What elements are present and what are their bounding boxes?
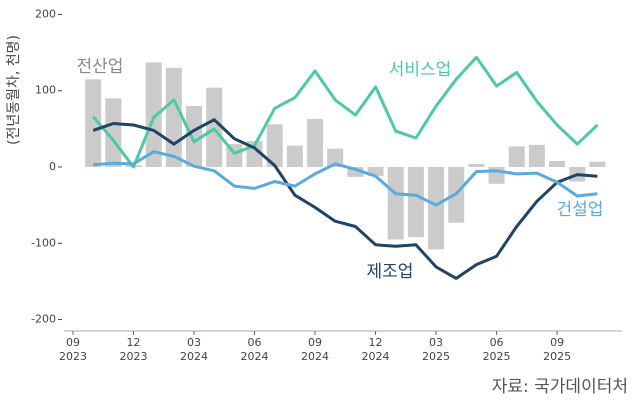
x-tick-label: 2025: [422, 350, 450, 363]
bar: [428, 167, 445, 250]
bar: [186, 105, 203, 167]
bar: [165, 67, 182, 167]
series-label: 전산업: [77, 57, 124, 77]
y-axis-label: (전년동월차, 천명): [6, 35, 22, 145]
source: 자료: 국가데이터처: [492, 377, 628, 397]
x-tick-label: 09: [66, 336, 80, 349]
bar: [528, 144, 545, 167]
x-tick-label: 12: [369, 336, 383, 349]
y-tick-label: 200: [35, 7, 56, 20]
bar: [549, 160, 566, 167]
line: [92, 55, 599, 169]
x-tick-label: 03: [187, 336, 201, 349]
x-tick-label: 2025: [483, 350, 511, 363]
bar: [145, 62, 162, 167]
x-tick-label: 2024: [362, 350, 390, 363]
y-tick-label: -200: [31, 313, 56, 326]
bar: [105, 98, 122, 167]
series-label: 제조업: [367, 262, 414, 282]
x-tick-label: 03: [429, 336, 443, 349]
series-label: 건설업: [557, 200, 604, 220]
bar: [347, 167, 364, 177]
line: [93, 150, 598, 207]
bar: [468, 163, 485, 167]
x-tick-label: 09: [308, 336, 322, 349]
x-tick-label: 2023: [120, 350, 148, 363]
bar: [206, 87, 223, 167]
bar: [85, 79, 102, 167]
y-tick-label: 0: [49, 160, 56, 173]
x-tick-label: 12: [127, 336, 141, 349]
x-tick-label: 2024: [180, 350, 208, 363]
y-tick-label: 100: [35, 84, 56, 97]
bar: [286, 145, 303, 167]
x-tick-label: 09: [550, 336, 564, 349]
x-tick-label: 2024: [301, 350, 329, 363]
x-tick-label: 06: [490, 336, 504, 349]
bar: [508, 146, 525, 167]
bar: [307, 118, 324, 167]
x-tick-label: 2025: [543, 350, 571, 363]
bar: [266, 124, 283, 167]
bar: [327, 148, 344, 167]
bar: [367, 167, 384, 177]
bar: [589, 161, 606, 167]
bar: [407, 167, 424, 238]
line: [92, 118, 598, 280]
series-label: 서비스업: [389, 60, 452, 80]
x-tick-label: 2024: [241, 350, 269, 363]
y-tick-label: -100: [31, 236, 56, 249]
bar: [387, 167, 404, 240]
x-tick-label: 06: [248, 336, 262, 349]
x-tick-label: 2023: [59, 350, 87, 363]
